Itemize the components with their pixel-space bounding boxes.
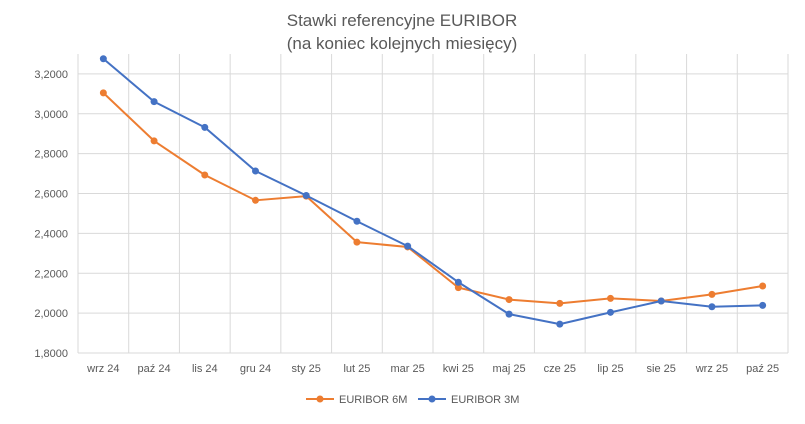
data-point <box>201 123 209 131</box>
data-point <box>150 98 158 106</box>
data-point <box>150 137 158 145</box>
chart-subtitle: (na koniec kolejnych miesięcy) <box>287 34 518 53</box>
x-tick-label: mar 25 <box>391 363 425 375</box>
series-line <box>102 58 763 326</box>
legend-label: EURIBOR 6M <box>339 394 407 406</box>
x-tick-label: kwi 25 <box>443 363 474 375</box>
y-axis: 1,8000 2,0000 2,2000 2,4000 2,6000 2,8000 3,00… <box>34 69 68 360</box>
y-tick-label: 3,2000 <box>34 69 68 81</box>
y-tick-label: 2,2000 <box>34 268 68 280</box>
x-tick-label: wrz 25 <box>695 363 728 375</box>
y-tick-label: 2,8000 <box>34 149 68 161</box>
legend-item: EURIBOR 6M <box>306 394 407 406</box>
x-tick-label: lip 25 <box>597 363 623 375</box>
chart-title: Stawki referencyjne EURIBOR <box>287 11 518 30</box>
data-point <box>708 303 716 311</box>
x-axis: wrz 24 paź 24 lis 24 gru 24 sty 25 lut 25 mar … <box>86 363 779 375</box>
y-tick-label: 2,4000 <box>34 228 68 240</box>
y-tick-label: 3,0000 <box>34 109 68 121</box>
x-tick-label: cze 25 <box>544 363 576 375</box>
series-euribor-6m <box>99 89 767 307</box>
data-point <box>353 238 361 246</box>
y-tick-label: 2,0000 <box>34 308 68 320</box>
legend-swatch-marker <box>428 395 436 403</box>
data-point <box>556 320 564 328</box>
gridlines <box>77 54 789 354</box>
legend-item: EURIBOR 3M <box>418 394 519 406</box>
data-point <box>252 167 259 175</box>
data-point <box>99 89 107 97</box>
x-tick-label: wrz 24 <box>86 363 119 375</box>
y-tick-label: 1,8000 <box>34 348 68 360</box>
x-tick-label: gru 24 <box>240 363 271 375</box>
x-tick-label: paź 25 <box>746 363 779 375</box>
data-point <box>657 297 665 305</box>
data-point <box>708 290 716 298</box>
data-point <box>505 296 513 304</box>
data-point <box>505 310 513 318</box>
legend: EURIBOR 6M EURIBOR 3M <box>306 394 519 406</box>
x-tick-label: sty 25 <box>292 363 321 375</box>
data-point <box>607 294 614 302</box>
data-point <box>99 55 107 63</box>
legend-swatch-marker <box>316 395 324 403</box>
data-point <box>201 171 209 179</box>
series-euribor-3m <box>99 55 767 328</box>
data-point <box>454 284 462 292</box>
x-tick-label: sie 25 <box>647 363 676 375</box>
data-point <box>252 196 259 204</box>
series-layer <box>99 55 767 328</box>
data-point <box>353 217 361 225</box>
data-point <box>759 301 767 309</box>
data-point <box>302 192 310 200</box>
data-point <box>404 242 412 250</box>
data-point <box>454 278 462 286</box>
data-point <box>759 282 767 290</box>
x-tick-label: maj 25 <box>493 363 526 375</box>
y-tick-label: 2,6000 <box>34 189 68 201</box>
series-line <box>102 92 763 305</box>
data-point <box>556 299 564 307</box>
x-tick-label: paź 24 <box>138 363 171 375</box>
x-tick-label: lis 24 <box>192 363 218 375</box>
data-point <box>607 308 614 316</box>
x-tick-label: lut 25 <box>343 363 370 375</box>
legend-label: EURIBOR 3M <box>451 394 519 406</box>
